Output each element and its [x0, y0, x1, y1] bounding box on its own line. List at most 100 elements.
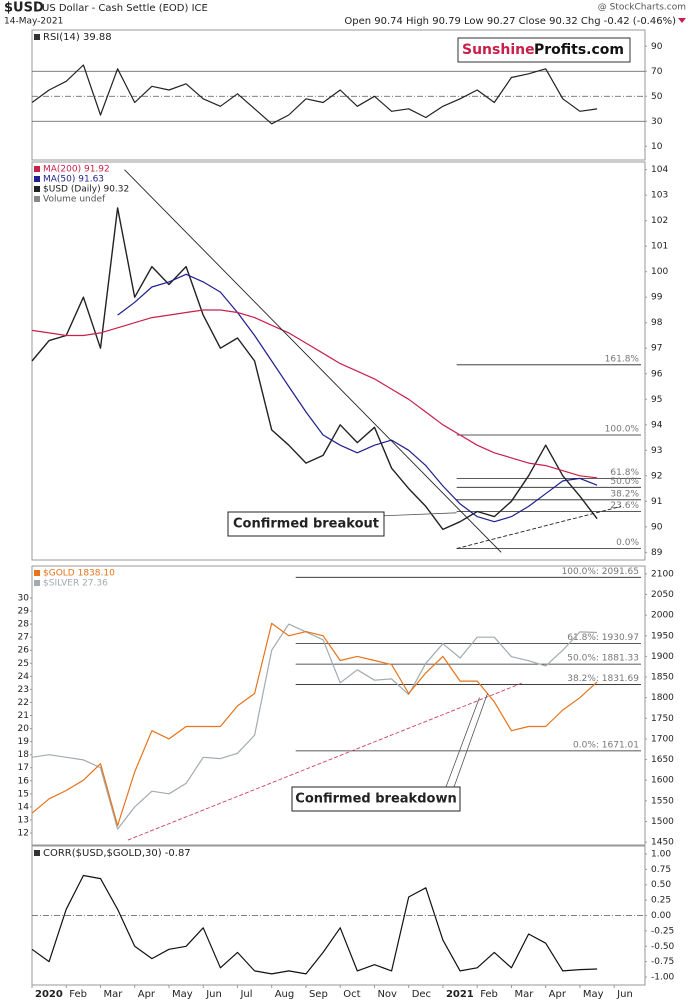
- y2-tick-label: 1950: [651, 631, 674, 641]
- series-line: [31, 622, 598, 827]
- y-tick-label: 0.50: [651, 880, 671, 890]
- fib-label: 38.2%: 1831.69: [567, 674, 639, 684]
- y-tick-label: 101: [651, 242, 668, 252]
- y-tick-label: 104: [651, 165, 668, 175]
- y-tick-label: 90: [651, 42, 663, 52]
- series-line: [31, 64, 598, 125]
- x-tick-label: Feb: [480, 989, 498, 1000]
- y-tick-label: 21: [18, 711, 29, 721]
- legend-swatch: [34, 570, 40, 576]
- series-line: [31, 207, 598, 531]
- y-tick-label: 90: [651, 522, 663, 532]
- y-tick-label: 18: [18, 750, 30, 760]
- y-tick-label: 95: [651, 395, 662, 405]
- y-tick-label: 20: [18, 724, 30, 734]
- date: 14-May-2021: [4, 17, 63, 27]
- y-tick-label: 100: [651, 267, 668, 277]
- y-tick-label: 98: [651, 318, 663, 328]
- y-tick-label: 14: [18, 802, 30, 812]
- y-tick-label: 10: [651, 142, 663, 152]
- x-tick-label: Mar: [103, 989, 123, 1000]
- y-tick-label: 22: [18, 698, 29, 708]
- y2-tick-label: 1850: [651, 673, 674, 683]
- y-tick-label: -0.50: [651, 942, 675, 952]
- y2-tick-label: 2050: [651, 590, 674, 600]
- x-tick-label: May: [583, 989, 604, 1000]
- instrument-name: US Dollar - Cash Settle (EOD) ICE: [42, 3, 208, 14]
- y-tick-label: 89: [651, 548, 663, 558]
- y-tick-label: -0.75: [651, 957, 674, 967]
- fib-label: 23.6%: [610, 501, 639, 511]
- legend-swatch: [34, 850, 40, 856]
- logo-box: [457, 37, 631, 63]
- x-tick-label: 2020: [35, 989, 63, 1000]
- annotation-pointer: [377, 512, 457, 517]
- fib-label: 100.0%: 2091.65: [562, 567, 639, 577]
- y2-tick-label: 1550: [651, 796, 674, 806]
- y-tick-label: 15: [18, 789, 29, 799]
- series-line: [31, 874, 598, 975]
- y-tick-label: 30: [18, 593, 30, 603]
- y-tick-label: 1.00: [651, 849, 671, 859]
- y-tick-label: 24: [18, 672, 30, 682]
- y-tick-label: 0.75: [651, 865, 671, 875]
- y2-tick-label: 1700: [651, 734, 674, 744]
- panel-title: CORR($USD,$GOLD,30) -0.87: [43, 848, 191, 859]
- panel-frame: [31, 565, 646, 846]
- legend-label: MA(200) 91.92: [43, 165, 110, 175]
- y-tick-label: 93: [651, 446, 662, 456]
- y-tick-label: 28: [18, 620, 30, 630]
- annotation-box: [291, 786, 461, 812]
- y-tick-label: 16: [18, 776, 30, 786]
- trend-line: [456, 505, 622, 549]
- series-line: [117, 273, 598, 523]
- y2-tick-label: 1450: [651, 838, 674, 848]
- annotation-text: Confirmed breakdown: [295, 792, 456, 807]
- y2-tick-label: 1500: [651, 817, 674, 827]
- fib-label: 100.0%: [605, 424, 640, 434]
- y2-tick-label: 2100: [651, 569, 674, 579]
- y2-tick-label: 1750: [651, 714, 674, 724]
- y-tick-label: 17: [18, 763, 29, 773]
- quote: Open 90.74 High 90.79 Low 90.27 Close 90…: [344, 16, 676, 27]
- series-line: [31, 623, 598, 830]
- legend-swatch: [34, 580, 40, 586]
- legend-swatch: [34, 196, 40, 202]
- x-tick-label: Apr: [138, 989, 156, 1000]
- y-tick-label: 70: [651, 67, 663, 77]
- annotation-text: Confirmed breakout: [233, 517, 379, 532]
- x-tick-label: Oct: [343, 989, 360, 1000]
- logo-part2: Profits.com: [534, 42, 624, 58]
- fib-label: 61.8%: 1930.97: [567, 633, 639, 643]
- y-tick-label: 25: [18, 659, 29, 669]
- y-tick-label: 102: [651, 216, 668, 226]
- y-tick-label: 94: [651, 420, 663, 430]
- down-arrow: [678, 18, 686, 23]
- y-tick-label: 96: [651, 369, 663, 379]
- symbol: $USD: [4, 1, 44, 16]
- y2-tick-label: 1900: [651, 652, 674, 662]
- y2-tick-label: 2000: [651, 611, 674, 621]
- series-line: [31, 309, 598, 479]
- y-tick-label: 92: [651, 471, 662, 481]
- y-tick-label: 29: [18, 607, 30, 617]
- y-tick-label: 27: [18, 633, 29, 643]
- fib-label: 50.0%: 1881.33: [567, 654, 639, 664]
- fib-label: 161.8%: [605, 354, 640, 364]
- legend-label: $USD (Daily) 90.32: [43, 185, 129, 195]
- y-tick-label: -0.25: [651, 926, 674, 936]
- legend-label: $SILVER 27.36: [43, 579, 108, 589]
- fib-label: 61.8%: [610, 468, 639, 478]
- x-tick-label: Nov: [377, 989, 397, 1000]
- y-tick-label: 23: [18, 685, 29, 695]
- y-tick-label: -1.00: [651, 973, 675, 983]
- y2-tick-label: 1600: [651, 776, 674, 786]
- x-tick-label: Jun: [616, 989, 633, 1000]
- y-tick-label: 13: [18, 815, 29, 825]
- x-tick-label: Apr: [549, 989, 567, 1000]
- y-tick-label: 91: [651, 497, 662, 507]
- fib-label: 0.0%: [616, 538, 639, 548]
- y2-tick-label: 1800: [651, 693, 674, 703]
- y-tick-label: 30: [651, 117, 663, 127]
